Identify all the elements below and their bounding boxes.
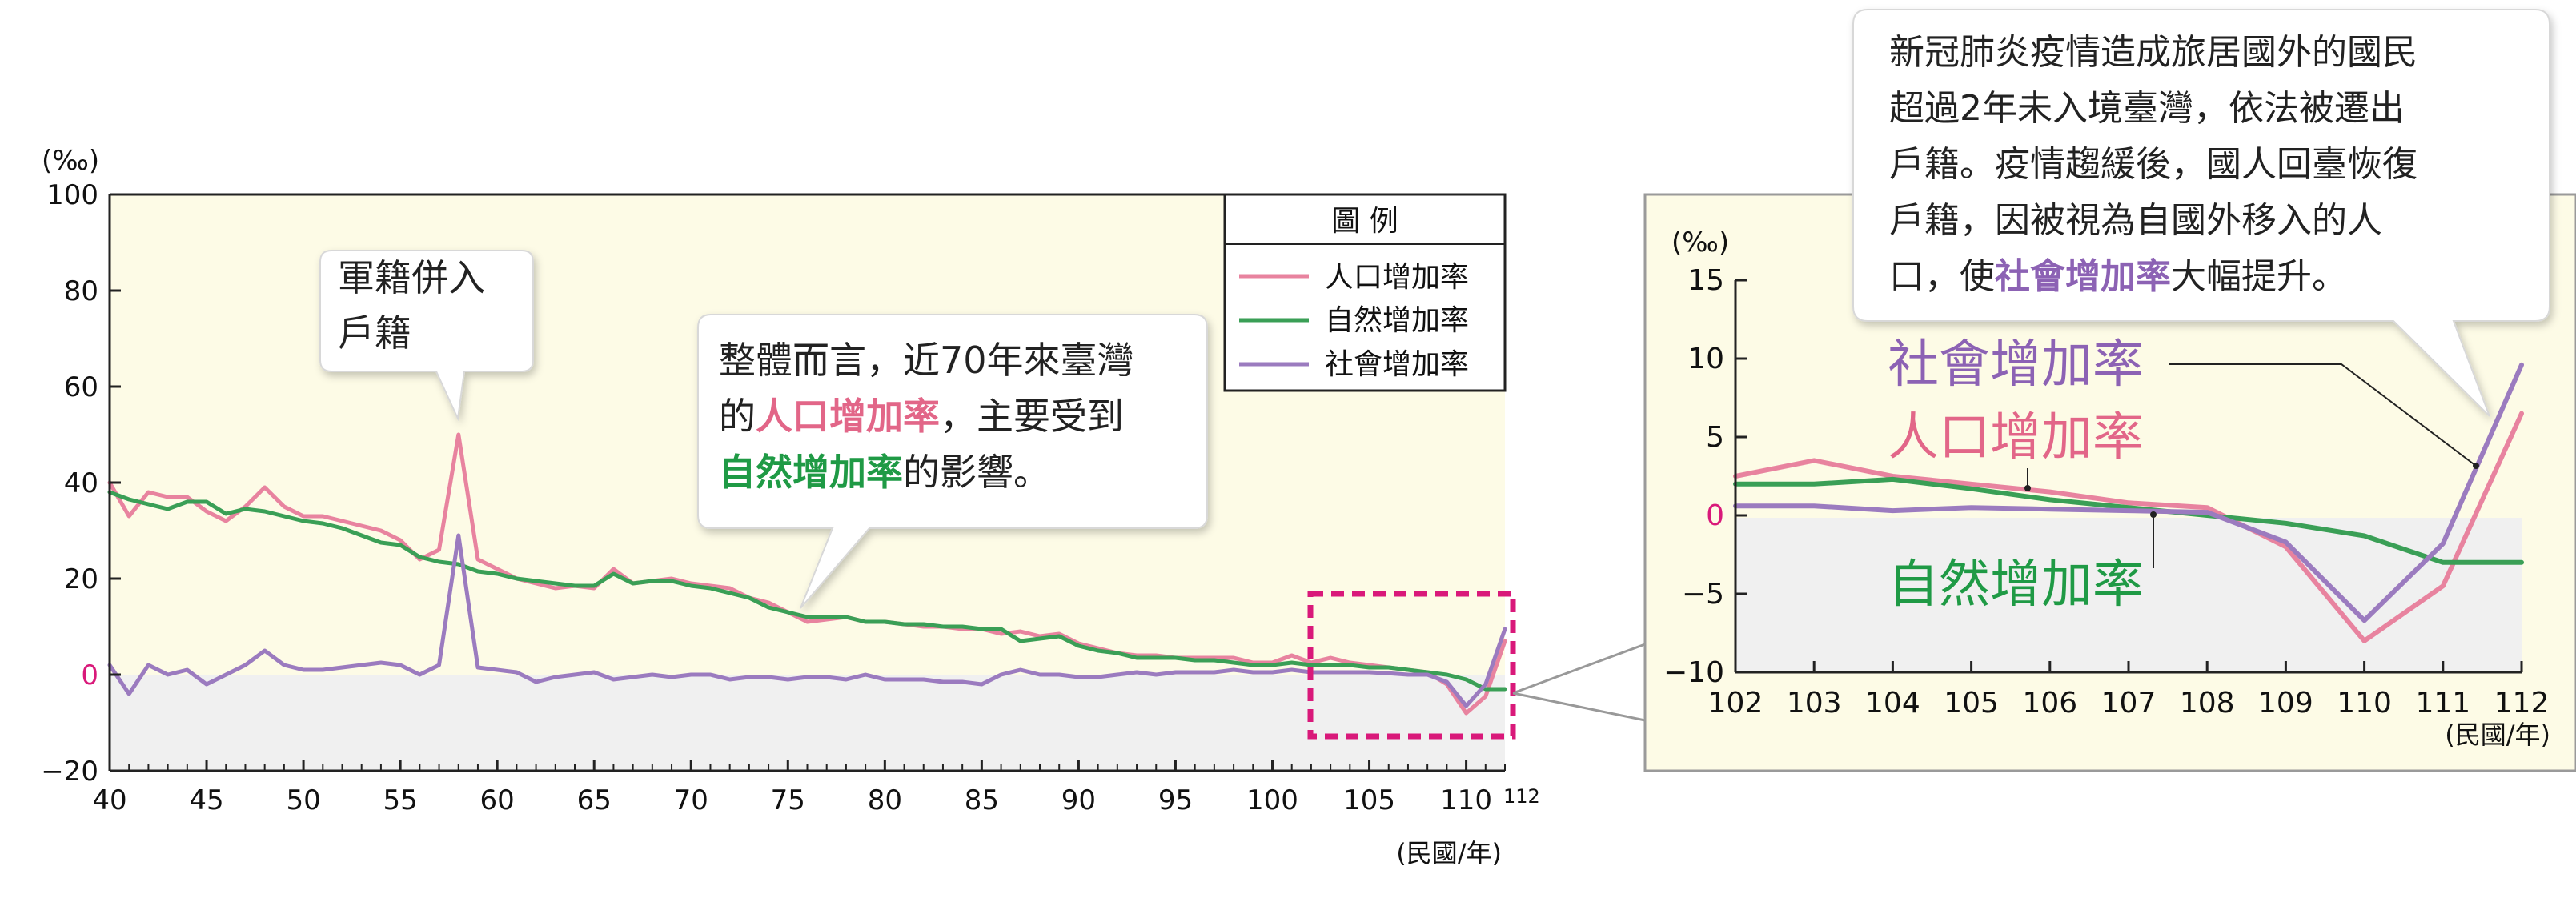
x-tick-label: 104 <box>1865 687 1920 720</box>
y-tick-label: −10 <box>1663 656 1724 689</box>
inset-label-population: 人口增加率 <box>1888 408 2144 467</box>
legend-title: 圖 例 <box>1331 205 1398 238</box>
inset-label-natural: 自然增加率 <box>1888 555 2144 615</box>
series-line-natural <box>1733 476 2524 565</box>
y-tick-label: 60 <box>64 371 98 403</box>
x-tick-label: 111 <box>2415 687 2470 720</box>
callout-summary-line2-post: ，主要受到 <box>940 395 1124 438</box>
x-tick-label: 103 <box>1787 687 1842 720</box>
legend-label-social: 社會增加率 <box>1325 348 1469 381</box>
x-tick-label: 110 <box>1440 784 1492 816</box>
inset-connector-bottom <box>1512 692 1646 722</box>
leader-social <box>2169 363 2477 467</box>
x-tick-label: 90 <box>1061 784 1096 816</box>
callout-covid-line2: 超過2年未入境臺灣，依法被遷出 <box>1889 88 2405 129</box>
callout-covid-line5: 口，使社會增加率大幅提升。 <box>1889 256 2347 297</box>
callout-summary-line2: 的人口增加率，主要受到 <box>719 395 1124 438</box>
main-y-ticks: 100 80 60 40 20 0 −20 <box>41 179 121 788</box>
series-line-social <box>107 533 1507 708</box>
x-tick-label: 102 <box>1708 687 1763 720</box>
x-tick-label: 106 <box>2022 687 2077 720</box>
callout-military-line2: 戶籍 <box>338 311 411 355</box>
main-chart: 100 80 60 40 20 0 −20 40 45 50 55 60 65 70 75 80 85 90 95… <box>41 145 1540 868</box>
x-tick-label: 70 <box>674 784 708 816</box>
inset-x-unit: (民國/年) <box>2445 720 2550 750</box>
main-x-unit: (民國/年) <box>1396 838 1502 868</box>
x-tick-label: 40 <box>92 784 126 816</box>
x-tick-label: 55 <box>383 784 417 816</box>
callout-covid-line1: 新冠肺炎疫情造成旅居國外的國民 <box>1889 32 2418 73</box>
inset-y-unit: (‰) <box>1671 226 1729 259</box>
x-tick-label: 109 <box>2258 687 2313 720</box>
x-tick-label: 60 <box>480 784 515 816</box>
series-line-social <box>1733 362 2524 623</box>
y-tick-label: 100 <box>46 179 98 211</box>
y-tick-label: 0 <box>81 659 98 692</box>
series-line-population <box>1733 411 2524 643</box>
y-tick-label: 20 <box>64 563 98 595</box>
callout-covid-line5-post: 大幅提升。 <box>2171 256 2347 297</box>
inset-series <box>1733 362 2524 643</box>
y-tick-label: 0 <box>1706 499 1724 532</box>
x-tick-label: 112 <box>2494 687 2550 720</box>
y-tick-label: 10 <box>1687 343 1724 375</box>
main-x-ticks: 40 45 50 55 60 65 70 75 80 85 90 95 100 105 110 <box>92 760 1506 816</box>
main-y-unit: (‰) <box>42 145 99 177</box>
callout-summary-line3: 自然增加率的影響。 <box>719 451 1050 494</box>
legend-label-population: 人口增加率 <box>1325 261 1469 294</box>
x-tick-label: 105 <box>1343 784 1395 816</box>
x-tick-label: 50 <box>286 784 320 816</box>
main-negative-band <box>110 675 1505 771</box>
callout-covid-line4: 戶籍，因被視為自國外移入的人 <box>1889 200 2382 241</box>
callout-summary-line2-pre: 的 <box>719 395 756 438</box>
leader-population-dot <box>2024 485 2031 491</box>
x-tick-label: 108 <box>2180 687 2235 720</box>
callout-military: 軍籍併入 戶籍 <box>319 250 534 422</box>
x-tick-label: 95 <box>1158 784 1193 816</box>
x-tick-label: 75 <box>771 784 805 816</box>
callout-covid-line3: 戶籍。疫情趨緩後，國人回臺恢復 <box>1889 144 2418 185</box>
x-tick-label: 85 <box>965 784 999 816</box>
main-series <box>107 432 1507 716</box>
callout-covid-social-highlight: 社會增加率 <box>1995 256 2171 297</box>
x-tick-label: 45 <box>189 784 223 816</box>
y-tick-label: 5 <box>1706 421 1724 454</box>
x-tick-label: 65 <box>577 784 612 816</box>
legend-label-natural: 自然增加率 <box>1325 304 1469 337</box>
x-tick-label: 110 <box>2337 687 2392 720</box>
legend: 圖 例 人口增加率 自然增加率 社會增加率 <box>1223 193 1507 392</box>
highlight-box-102-112 <box>1307 591 1516 740</box>
y-tick-label: 40 <box>64 467 98 499</box>
leader-social-dot <box>2473 463 2479 469</box>
inset-x-ticks: 102 103 104 105 106 107 108 109 110 111 112 <box>1708 661 2550 720</box>
x-tick-label: 80 <box>868 784 902 816</box>
series-line-population <box>107 432 1507 716</box>
callout-summary-natural-highlight: 自然增加率 <box>719 451 903 494</box>
callout-military-line1: 軍籍併入 <box>338 256 485 299</box>
inset-label-social: 社會增加率 <box>1888 335 2144 395</box>
inset-y-ticks: 15 10 5 0 −5 −10 <box>1663 264 1747 689</box>
x-tick-label: 100 <box>1246 784 1298 816</box>
y-tick-label: 80 <box>64 275 98 307</box>
inset-connector-top <box>1512 643 1646 695</box>
x-tick-label: 105 <box>1944 687 1999 720</box>
callout-summary-population-highlight: 人口增加率 <box>756 395 940 438</box>
x-tick-label: 107 <box>2101 687 2157 720</box>
y-tick-label: −5 <box>1682 578 1724 611</box>
series-line-natural <box>107 490 1507 692</box>
callout-covid-line5-pre: 口，使 <box>1889 256 1995 297</box>
callout-summary-line3-post: 的影響。 <box>903 451 1050 494</box>
leader-natural-dot <box>2150 511 2157 518</box>
callout-summary: 整體而言，近70年來臺灣 的人口增加率，主要受到 自然增加率的影響。 <box>697 314 1208 609</box>
main-end-year-label: 112 <box>1503 785 1540 808</box>
callout-covid: 新冠肺炎疫情造成旅居國外的國民 超過2年未入境臺灣，依法被遷出 戶籍。疫情趨緩後… <box>1852 9 2550 417</box>
y-tick-label: −20 <box>41 756 98 788</box>
callout-summary-line1: 整體而言，近70年來臺灣 <box>719 339 1134 382</box>
y-tick-label: 15 <box>1687 264 1724 297</box>
